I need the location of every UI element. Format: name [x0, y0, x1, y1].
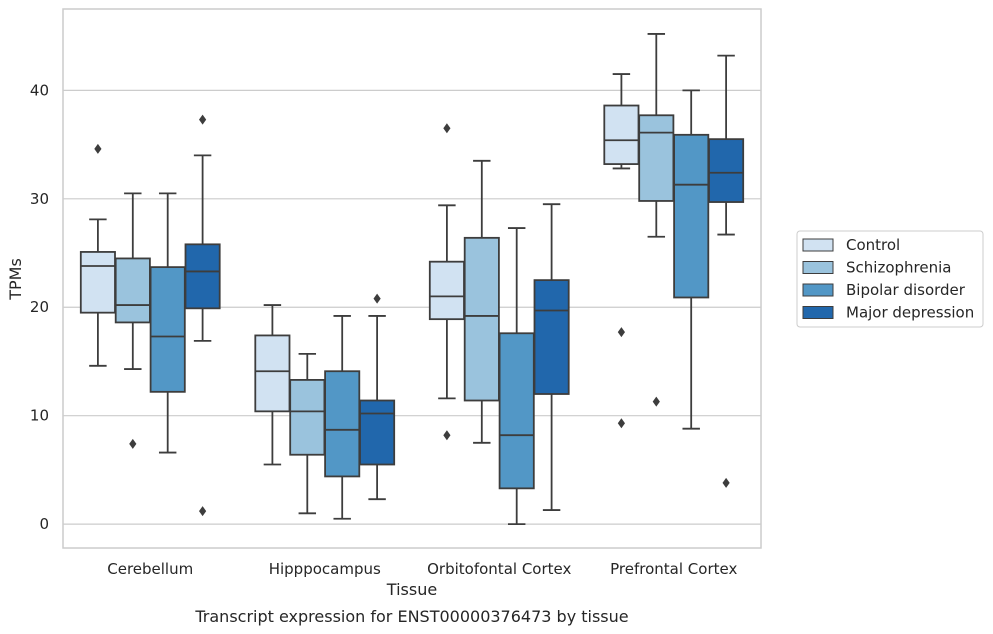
outlier-point — [617, 418, 625, 429]
box-control — [428, 123, 465, 441]
box-series — [79, 33, 745, 526]
y-tick-label: 30 — [30, 190, 49, 208]
x-tick-label: Orbitofontal Cortex — [427, 560, 571, 578]
box-bipolar-disorder — [673, 89, 710, 430]
box-bipolar-disorder — [149, 192, 186, 454]
box-schizophrenia — [463, 159, 500, 444]
box-schizophrenia — [638, 33, 675, 407]
box-schizophrenia — [114, 192, 151, 449]
box-control — [79, 143, 116, 367]
outlier-point — [129, 438, 137, 449]
box-major-depression — [359, 293, 396, 501]
box-body — [428, 260, 465, 321]
legend-swatch — [802, 283, 834, 297]
legend-swatch — [802, 306, 834, 319]
x-tick-labels: Cerebellum Hipppocampus Orbitofontal Corte… — [107, 560, 737, 578]
outlier-point — [722, 477, 730, 488]
x-tick-label: Prefrontal Cortex — [610, 560, 737, 578]
box-body — [603, 104, 640, 165]
x-axis-title: Tissue — [386, 580, 437, 599]
y-tick-label: 10 — [30, 407, 49, 425]
legend-swatch — [802, 238, 834, 252]
legend-label: Major depression — [846, 304, 974, 322]
box-body — [638, 114, 675, 202]
y-tick-label: 20 — [30, 298, 49, 316]
box-body — [254, 334, 291, 413]
box-body — [463, 236, 500, 402]
outlier-point — [617, 327, 625, 338]
legend: Control Schizophrenia Bipolar disorder Majo… — [796, 230, 984, 328]
x-tick-label: Hipppocampus — [269, 560, 381, 578]
box-body — [324, 370, 361, 478]
y-axis-title: TPMs — [6, 258, 25, 301]
legend-label: Schizophrenia — [846, 259, 951, 277]
outlier-point — [373, 293, 381, 304]
box-body — [498, 332, 535, 490]
box-body — [289, 379, 326, 456]
chart-caption: Transcript expression for ENST0000037647… — [194, 607, 628, 626]
plot-frame — [62, 8, 762, 549]
box-control — [254, 304, 291, 466]
outlier-point — [443, 430, 451, 441]
box-bipolar-disorder — [498, 227, 535, 526]
box-body — [79, 251, 116, 314]
box-body — [708, 138, 745, 203]
legend-swatch — [802, 261, 834, 274]
box-body — [533, 279, 570, 395]
box-schizophrenia — [289, 352, 326, 515]
legend-frame — [796, 230, 984, 328]
box-major-depression — [184, 114, 221, 517]
box-major-depression — [708, 54, 745, 488]
box-body — [184, 243, 221, 310]
box-bipolar-disorder — [324, 315, 361, 520]
x-tick-label: Cerebellum — [107, 560, 193, 578]
box-body — [359, 399, 396, 466]
box-control — [603, 73, 640, 429]
outlier-point — [652, 396, 660, 407]
legend-label: Control — [846, 236, 900, 254]
y-tick-label: 0 — [39, 515, 49, 533]
box-body — [114, 257, 151, 324]
outlier-point — [199, 114, 207, 125]
outlier-point — [94, 143, 102, 154]
y-tick-label: 40 — [30, 81, 49, 99]
box-body — [673, 133, 710, 299]
y-tick-labels: 0 10 20 30 40 — [30, 81, 49, 533]
legend-label: Bipolar disorder — [846, 281, 966, 299]
box-body — [149, 266, 186, 393]
box-major-depression — [533, 203, 570, 511]
outlier-point — [443, 123, 451, 134]
outlier-point — [199, 506, 207, 517]
